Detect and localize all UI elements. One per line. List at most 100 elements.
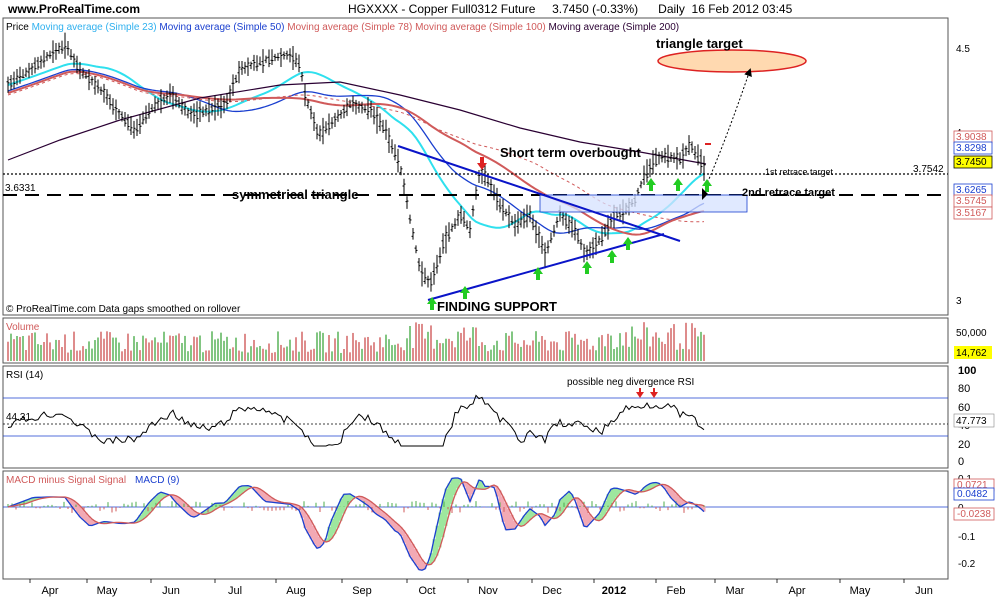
- macd-tag-box: [953, 487, 995, 501]
- moving-averages: [7, 62, 707, 236]
- price-tag-box: [953, 206, 993, 220]
- price-tag: 3.5745: [956, 196, 987, 207]
- macd-y-tick: -0.1: [958, 532, 976, 543]
- macd-tag-box: [953, 507, 995, 521]
- legend-entry: Moving average (Simple 100): [412, 22, 545, 33]
- x-axis-label: Mar: [726, 585, 745, 597]
- price-y-tick: 4.5: [956, 44, 970, 55]
- volume-y-tick: 50,000: [956, 328, 987, 339]
- macd-hist-label: MACD minus Signal Signal: [6, 475, 126, 486]
- x-axis-label: Apr: [788, 585, 805, 597]
- rsi-last-tag-bg: [953, 413, 995, 428]
- legend-entry: Price: [6, 22, 29, 33]
- up-arrow-icon: [427, 297, 437, 310]
- up-arrow-icon: [582, 261, 592, 274]
- x-axis-label: Dec: [542, 585, 562, 597]
- macd-tag: 0.0721: [957, 480, 988, 491]
- price-tag-box: [953, 155, 993, 169]
- rsi-y-tick: 60: [958, 402, 970, 414]
- dashed-level-value: 3.6331: [5, 183, 36, 194]
- x-axis-label: Apr: [41, 585, 58, 597]
- down-arrow-icon: [477, 157, 487, 170]
- second-retrace-label: 2nd retrace target: [742, 187, 835, 199]
- macd-tag: -0.0238: [957, 509, 991, 520]
- rsi-panel: [2, 365, 949, 469]
- triangle-upper-line: [397, 145, 681, 242]
- macd-y-tick: -0.2: [958, 559, 976, 570]
- copyright: © ProRealTime.com Data gaps smoothed on …: [6, 304, 241, 315]
- ma50-line: [7, 68, 705, 234]
- x-axis-label: Oct: [418, 585, 435, 597]
- x-axis-label: Jun: [162, 585, 180, 597]
- rsi-y-tick: 80: [958, 383, 970, 395]
- finding-support-label: FINDING SUPPORT: [437, 299, 557, 314]
- x-axis-label: May: [97, 585, 118, 597]
- triangle-target-label: triangle target: [656, 36, 743, 51]
- legend-entry: Moving average (Simple 50): [157, 22, 285, 33]
- rsi-label: RSI (14): [6, 370, 43, 381]
- x-axis: Apr May Jun Jul Aug Sep Oct Nov Dec 2012 Feb Mar Apr…: [29, 579, 933, 597]
- x-axis-label: Nov: [478, 585, 498, 597]
- rsi-line: [7, 388, 705, 447]
- up-arrow-icon: [673, 178, 683, 191]
- up-arrow-icon: [607, 250, 617, 263]
- symmetrical-label: symmetrical triangle: [232, 187, 358, 202]
- pointer-icon: [702, 188, 708, 200]
- price-legend: Price Moving average (Simple 23) Moving …: [6, 22, 679, 33]
- legend-entry: Moving average (Simple 78): [284, 22, 412, 33]
- short-term-label: Short term overbought: [500, 145, 642, 160]
- macd-line-label: MACD (9): [135, 475, 179, 486]
- rsi-annotation: possible neg divergence RSI: [567, 377, 694, 388]
- rsi-last-tag: 47.773: [956, 416, 987, 427]
- signal-arrows: [427, 143, 712, 310]
- macd-histogram-and-lines: [7, 477, 706, 571]
- down-arrow-icon: [636, 392, 644, 398]
- x-axis-label: Sep: [352, 585, 372, 597]
- up-arrow-icon: [646, 178, 656, 191]
- volume-label: Volume: [6, 322, 40, 333]
- x-axis-label: May: [850, 585, 871, 597]
- price-tag: 3.6265: [956, 185, 987, 196]
- quote: 3.7450 (-0.33%): [552, 2, 639, 16]
- first-retrace-label: 1st retrace target: [765, 167, 834, 177]
- up-arrow-icon: [533, 267, 543, 280]
- signal-line: [7, 481, 705, 566]
- symbol: HGXXXX - Copper Full0312 Future: [348, 2, 536, 16]
- price-bars: [6, 32, 706, 292]
- price-tag: 3.8298: [956, 143, 987, 154]
- legend-entry: Moving average (Simple 200): [546, 22, 679, 33]
- up-arrow-icon: [460, 286, 470, 299]
- chart-title: HGXXXX - Copper Full0312 Future 3.7450 (…: [348, 2, 792, 16]
- target-projection-arrow: [705, 68, 752, 187]
- up-arrow-icon: [623, 237, 633, 250]
- rsi-y-tick: 100: [958, 365, 976, 377]
- period: Daily: [658, 2, 685, 16]
- volume-bars: [7, 322, 705, 361]
- price-y-tick: 3: [956, 296, 962, 307]
- rsi-left-value: 44.31: [6, 412, 31, 423]
- macd-tag: 0.0482: [957, 489, 988, 500]
- volume-last-tag-bg: [954, 346, 992, 359]
- rsi-series-line: [7, 394, 705, 447]
- retrace-zone: [539, 194, 748, 213]
- x-axis-label: Jun: [915, 585, 933, 597]
- site-name: www.ProRealTime.com: [8, 2, 141, 16]
- rsi-y-tick: 20: [958, 439, 970, 451]
- rsi-y-tick: 0: [958, 456, 964, 468]
- price-tag: 3.5167: [956, 208, 987, 219]
- price-tag-box: [953, 141, 993, 155]
- price-tag: 3.7450: [956, 157, 987, 168]
- volume-last-tag: 14,762: [956, 348, 987, 359]
- triangle-lower-line: [427, 233, 665, 301]
- x-axis-label: Feb: [667, 585, 686, 597]
- ma200-line: [7, 81, 707, 165]
- header: www.ProRealTime.com HGXXXX - Copper Full…: [0, 0, 1000, 18]
- x-axis-label: 2012: [602, 585, 626, 597]
- dotted-level-value: 3.7542: [913, 164, 944, 175]
- price-tag: 3.9038: [956, 132, 987, 143]
- datetime: 16 Feb 2012 03:45: [691, 2, 793, 16]
- x-axis-label: Aug: [286, 585, 306, 597]
- legend-entry: Moving average (Simple 23): [29, 22, 157, 33]
